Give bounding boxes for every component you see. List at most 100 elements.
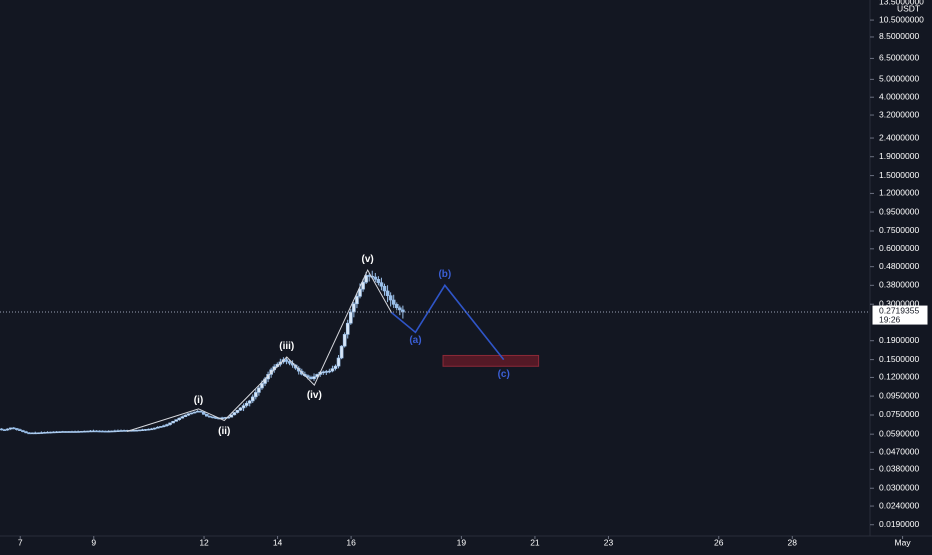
candle-body xyxy=(54,431,59,434)
candle-body xyxy=(183,414,188,417)
wave-label: (i) xyxy=(194,395,203,406)
candle-body xyxy=(159,426,163,428)
price-tick-label: 0.0300000 xyxy=(879,482,919,492)
candle-body xyxy=(361,281,365,290)
candle-body xyxy=(110,430,114,433)
price-tick-label: 4.0000000 xyxy=(879,91,919,101)
candles-layer xyxy=(0,270,405,435)
candle-body xyxy=(116,430,120,432)
candle-body xyxy=(254,392,258,398)
time-tick-label: 12 xyxy=(199,537,209,547)
candle-body xyxy=(391,299,396,305)
candle-body xyxy=(398,307,402,311)
candle-body xyxy=(189,412,194,415)
candle-body xyxy=(177,417,182,421)
candle-body xyxy=(321,371,326,374)
candle-body xyxy=(342,334,347,347)
candle-body xyxy=(21,430,25,433)
candle-body xyxy=(113,430,117,433)
candle-body xyxy=(385,290,390,296)
candle-body xyxy=(39,432,44,434)
price-tick-label: 10.5000000 xyxy=(879,14,924,24)
candle-body xyxy=(146,428,151,431)
price-tick-label: 0.0380000 xyxy=(879,464,919,474)
candle-body xyxy=(208,415,212,418)
wave-label: (ii) xyxy=(218,426,230,437)
candle-body xyxy=(64,431,68,433)
current-price-value: 0.2719355 xyxy=(879,305,919,315)
candle-body xyxy=(260,383,264,389)
time-tick-label: 23 xyxy=(604,537,614,547)
candle-body xyxy=(394,304,399,309)
waves-layer: (i) (ii) (iii) (iv) (v) (a) (b) (c) xyxy=(126,254,510,437)
candle-body xyxy=(57,431,62,433)
price-tick-label: 0.0240000 xyxy=(879,500,919,510)
candle-body xyxy=(0,428,4,431)
candle-body xyxy=(327,370,332,373)
candle-body xyxy=(36,432,41,435)
candle-body xyxy=(345,322,350,335)
wave-label: (a) xyxy=(409,335,421,346)
target-zone-layer xyxy=(442,354,540,367)
candle-body xyxy=(168,422,172,425)
price-tick-label: 0.1500000 xyxy=(879,354,919,364)
candle-body xyxy=(91,430,96,433)
price-tick-label: 0.3800000 xyxy=(879,280,919,290)
candle-body xyxy=(106,430,111,433)
candle-body xyxy=(51,431,56,434)
price-tick-label: 0.0590000 xyxy=(879,428,919,438)
current-price-tag xyxy=(871,304,929,326)
candle-body xyxy=(364,275,368,283)
candle-body xyxy=(122,430,126,432)
candle-body xyxy=(241,405,246,409)
candle-body xyxy=(333,365,338,369)
time-tick-label: 9 xyxy=(91,537,96,547)
candle-body xyxy=(244,402,249,406)
candle-body xyxy=(250,396,255,402)
candle-body xyxy=(61,431,65,433)
candle-body xyxy=(134,429,139,432)
candle-body xyxy=(165,424,169,426)
candle-body xyxy=(152,427,157,430)
price-tick-label: 0.1900000 xyxy=(879,335,919,345)
price-tick-label: 6.5000000 xyxy=(879,53,919,63)
price-tick-label: 1.9000000 xyxy=(879,151,919,161)
candle-body xyxy=(45,431,50,434)
candle-body xyxy=(48,431,53,434)
candle-body xyxy=(376,279,381,283)
candle-body xyxy=(82,430,87,433)
candle-body xyxy=(257,387,261,393)
corrective-wave-line xyxy=(391,283,505,361)
candle-body xyxy=(155,426,160,429)
candle-body xyxy=(198,410,203,413)
price-tick-label: 0.0470000 xyxy=(879,447,919,457)
price-tick-label: 0.7500000 xyxy=(879,225,919,235)
wave-label: (c) xyxy=(498,369,510,380)
candle-body xyxy=(137,429,142,432)
candle-body xyxy=(24,431,28,434)
candle-body xyxy=(67,431,71,433)
candle-body xyxy=(201,411,206,415)
candle-body xyxy=(312,376,316,380)
candle-body xyxy=(358,288,362,297)
price-tick-label: 0.0750000 xyxy=(879,409,919,419)
impulse-wave-line xyxy=(126,268,392,432)
candle-body xyxy=(352,303,356,313)
time-axis[interactable]: 7 9 12 14 16 19 21 23 26 28 May xyxy=(0,535,932,547)
candle-body xyxy=(186,413,191,416)
candle-body xyxy=(140,429,145,431)
price-tick-label: 1.2000000 xyxy=(879,188,919,198)
candle-body xyxy=(205,414,209,417)
wave-label: (v) xyxy=(362,254,374,265)
candle-body xyxy=(180,416,185,419)
candle-body xyxy=(30,432,34,435)
candle-body xyxy=(119,430,123,432)
time-tick-label: 19 xyxy=(457,537,467,547)
price-tick-label: 0.6000000 xyxy=(879,243,919,253)
candle-body xyxy=(373,276,378,280)
candle-body xyxy=(76,431,80,433)
